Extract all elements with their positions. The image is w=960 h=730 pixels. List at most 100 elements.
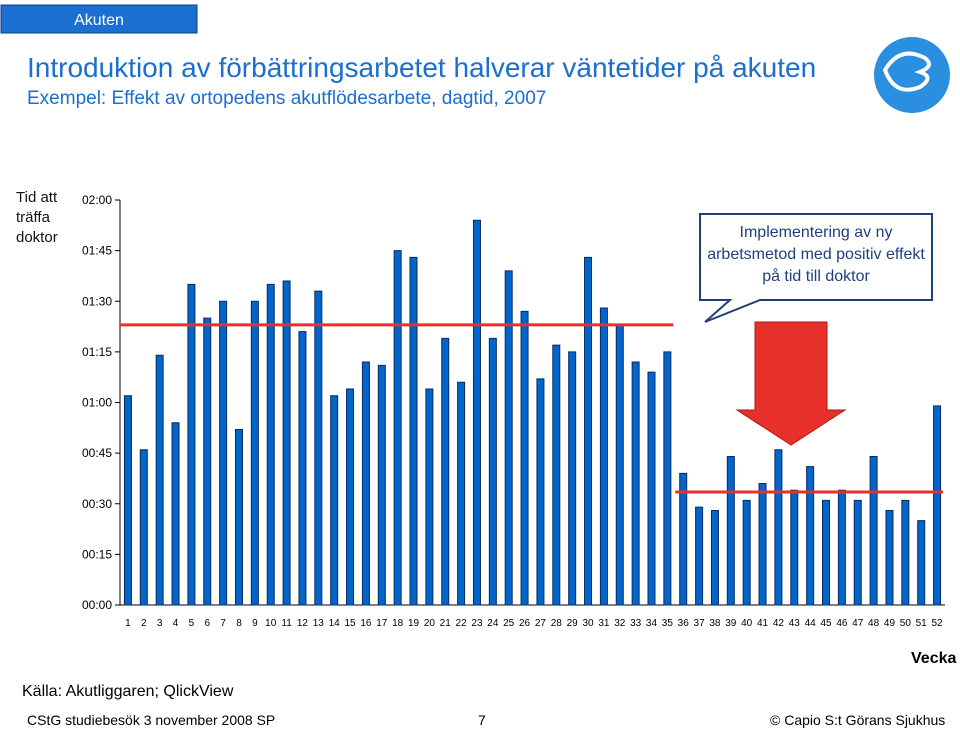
x-tick-label: 48 bbox=[868, 618, 880, 629]
x-tick-label: 51 bbox=[916, 618, 928, 629]
x-tick-label: 34 bbox=[646, 618, 658, 629]
bar bbox=[457, 381, 466, 606]
bar bbox=[917, 520, 926, 606]
y-tick-label: 01:45 bbox=[82, 244, 112, 258]
x-tick-label: 10 bbox=[265, 618, 277, 629]
x-tick-label: 14 bbox=[329, 618, 341, 629]
bar bbox=[282, 280, 291, 606]
x-tick-label: 21 bbox=[440, 618, 452, 629]
y-tick-label: 01:00 bbox=[82, 396, 112, 410]
y-tick-label: 00:30 bbox=[82, 497, 112, 511]
bar bbox=[615, 324, 624, 606]
x-tick-label: 31 bbox=[598, 618, 610, 629]
x-tick-label: 42 bbox=[773, 618, 785, 629]
x-tick-label: 28 bbox=[551, 618, 563, 629]
bar bbox=[885, 510, 894, 606]
x-tick-label: 22 bbox=[456, 618, 468, 629]
x-tick-label: 20 bbox=[424, 618, 436, 629]
bar bbox=[631, 361, 640, 606]
x-tick-label: 2 bbox=[141, 618, 147, 629]
copyright: © Capio S:t Görans Sjukhus bbox=[770, 712, 946, 728]
bar bbox=[599, 307, 608, 606]
subtitle: Exempel: Effekt av ortopedens akutflödes… bbox=[27, 88, 546, 109]
bar bbox=[155, 354, 164, 606]
bar bbox=[346, 388, 355, 606]
source: Källa: Akutliggaren; QlickView bbox=[22, 683, 234, 700]
bar bbox=[837, 489, 846, 606]
x-tick-label: 41 bbox=[757, 618, 769, 629]
bar bbox=[758, 483, 767, 606]
bar bbox=[393, 250, 402, 606]
bar bbox=[361, 361, 370, 606]
annotation: Implementering av ny arbetsmetod med pos… bbox=[707, 224, 925, 285]
x-tick-label: 19 bbox=[408, 618, 420, 629]
bar bbox=[568, 351, 577, 606]
bar bbox=[695, 506, 704, 606]
x-tick-label: 12 bbox=[297, 618, 309, 629]
x-axis-title: Vecka bbox=[911, 650, 957, 667]
x-tick-label: 39 bbox=[725, 618, 737, 629]
bar bbox=[933, 405, 942, 606]
page-number: 7 bbox=[478, 712, 486, 728]
footer-event: CStG studiebesök 3 november 2008 SP bbox=[27, 712, 276, 728]
x-tick-label: 24 bbox=[487, 618, 499, 629]
x-tick-label: 8 bbox=[236, 618, 242, 629]
bar bbox=[552, 344, 561, 606]
y-tick-label: 00:00 bbox=[82, 598, 112, 612]
x-tick-label: 15 bbox=[344, 618, 356, 629]
bar bbox=[742, 499, 751, 606]
bar bbox=[203, 317, 212, 606]
x-tick-label: 40 bbox=[741, 618, 753, 629]
y-tick-label: 01:30 bbox=[82, 294, 112, 308]
bar bbox=[647, 371, 656, 606]
x-tick-label: 29 bbox=[567, 618, 579, 629]
y-tick-label: 00:15 bbox=[82, 547, 112, 561]
bar bbox=[488, 337, 497, 606]
bar bbox=[377, 364, 386, 606]
bar bbox=[219, 300, 228, 606]
x-tick-label: 45 bbox=[820, 618, 832, 629]
bar bbox=[504, 270, 513, 606]
x-tick-label: 47 bbox=[852, 618, 864, 629]
tab-box bbox=[0, 4, 198, 34]
bar bbox=[234, 429, 243, 606]
x-tick-label: 50 bbox=[900, 618, 912, 629]
bar bbox=[187, 283, 196, 606]
y-tick-label: 00:45 bbox=[82, 446, 112, 460]
bar bbox=[584, 256, 593, 606]
bar bbox=[171, 422, 180, 606]
bar bbox=[298, 331, 307, 606]
y-axis-title: Tid att träffa doktor bbox=[16, 189, 58, 246]
x-tick-label: 27 bbox=[535, 618, 547, 629]
bar bbox=[726, 456, 735, 606]
tab-label: Akuten bbox=[74, 12, 124, 29]
bar bbox=[425, 388, 434, 606]
bar bbox=[123, 395, 132, 606]
bar bbox=[520, 310, 529, 606]
x-tick-label: 17 bbox=[376, 618, 388, 629]
x-tick-label: 32 bbox=[614, 618, 626, 629]
x-tick-label: 13 bbox=[313, 618, 325, 629]
bar bbox=[472, 219, 481, 606]
arrow bbox=[735, 321, 847, 446]
x-tick-label: 1 bbox=[125, 618, 131, 629]
bar bbox=[536, 378, 545, 606]
x-tick-label: 52 bbox=[932, 618, 944, 629]
x-tick-label: 37 bbox=[694, 618, 706, 629]
bar bbox=[139, 449, 148, 606]
bar bbox=[679, 472, 688, 606]
bar bbox=[250, 300, 259, 606]
x-tick-label: 7 bbox=[220, 618, 226, 629]
logo bbox=[874, 37, 950, 113]
x-tick-label: 35 bbox=[662, 618, 674, 629]
bar bbox=[663, 351, 672, 606]
x-tick-label: 26 bbox=[519, 618, 531, 629]
bar bbox=[266, 283, 275, 606]
y-tick-label: 02:00 bbox=[82, 193, 112, 207]
x-tick-label: 44 bbox=[805, 618, 817, 629]
x-tick-label: 36 bbox=[678, 618, 690, 629]
bar bbox=[822, 499, 831, 606]
bar bbox=[901, 499, 910, 606]
